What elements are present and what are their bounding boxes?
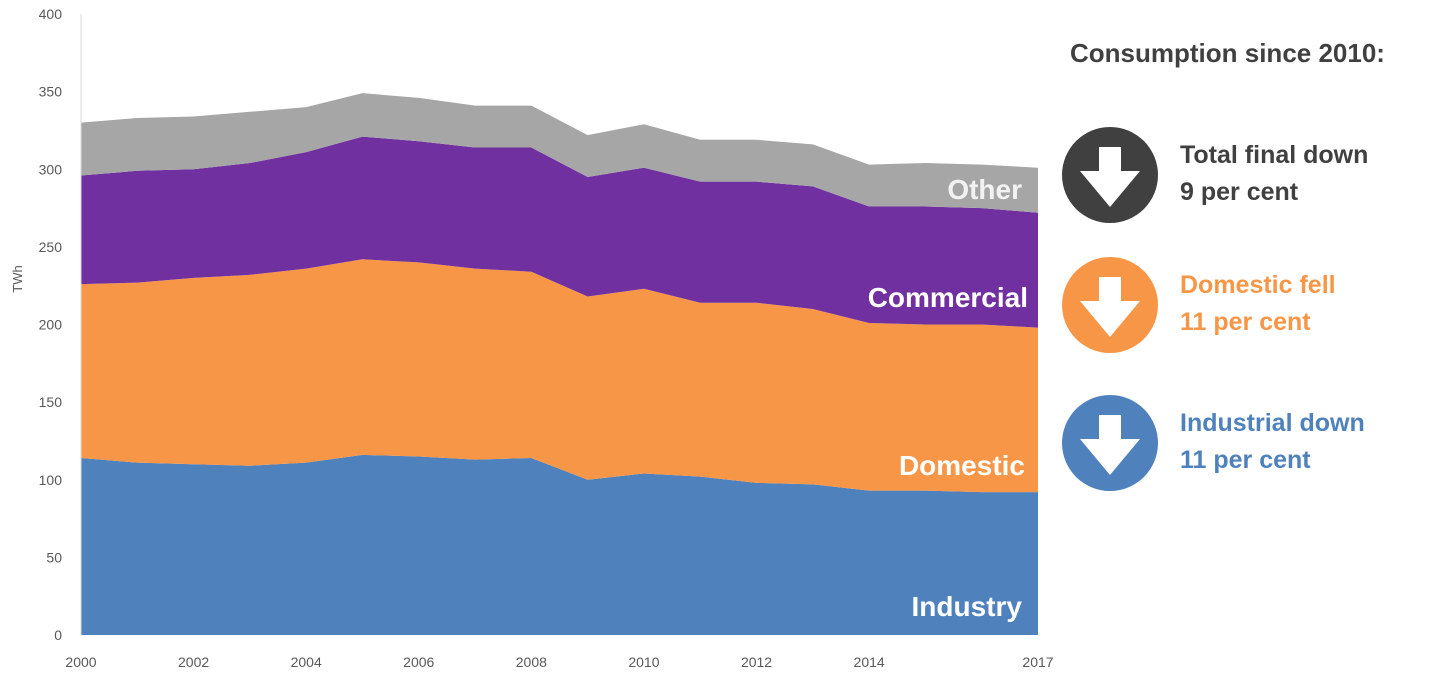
area-domestic: [81, 259, 1038, 493]
x-tick-label: 2010: [628, 654, 659, 670]
total-circle: [1062, 127, 1158, 223]
callout-domestic-text: Domestic fell 11 per cent: [1180, 267, 1336, 341]
summary-panel: Consumption since 2010: Total final down…: [1062, 0, 1439, 684]
panel-title: Consumption since 2010:: [1070, 38, 1385, 68]
x-tick-label: 2014: [854, 654, 885, 670]
callout-total-line2: 9 per cent: [1180, 178, 1299, 206]
y-tick-label: 300: [39, 161, 63, 177]
x-tick-label: 2008: [516, 654, 547, 670]
down-arrow-icon: [1080, 147, 1140, 207]
callout-industrial-line2: 11 per cent: [1180, 446, 1311, 474]
callout-industrial: Industrial down 11 per cent: [1062, 395, 1439, 495]
callout-industrial-line1: Industrial down: [1180, 409, 1365, 437]
area-layer: [81, 93, 1038, 635]
x-tick-label: 2004: [291, 654, 322, 670]
callout-total: Total final down 9 per cent: [1062, 127, 1439, 227]
area-other: [81, 93, 1038, 213]
callout-domestic-line2: 11 per cent: [1180, 308, 1311, 336]
callout-total-line1: Total final down: [1180, 141, 1369, 169]
area-industry: [81, 454, 1038, 635]
callout-domestic-line1: Domestic fell: [1180, 271, 1336, 299]
y-tick-label: 50: [46, 549, 62, 565]
area-label-commercial: Commercial: [868, 282, 1028, 313]
y-tick-label: 200: [39, 317, 63, 333]
x-ticks: 2000 2002 2004 2006 2008 2010 2012 2014 2017: [65, 654, 1053, 670]
y-tick-label: 0: [54, 627, 62, 643]
y-axis-label: TWh: [10, 265, 25, 292]
down-arrow-icon: [1080, 415, 1140, 475]
area-label-domestic: Domestic: [899, 450, 1025, 481]
y-tick-label: 350: [39, 84, 63, 100]
callout-domestic: Domestic fell 11 per cent: [1062, 257, 1439, 357]
y-tick-label: 100: [39, 472, 63, 488]
industrial-circle: [1062, 395, 1158, 491]
x-tick-label: 2006: [403, 654, 434, 670]
callout-industrial-text: Industrial down 11 per cent: [1180, 405, 1365, 479]
area-label-industry: Industry: [912, 591, 1023, 622]
x-tick-label: 2002: [178, 654, 209, 670]
y-tick-label: 150: [39, 394, 63, 410]
x-tick-label: 2000: [65, 654, 96, 670]
callout-total-text: Total final down 9 per cent: [1180, 137, 1368, 211]
area-label-other: Other: [947, 174, 1022, 205]
y-tick-label: 250: [39, 239, 63, 255]
area-labels: Other Commercial Domestic Industry: [868, 174, 1028, 622]
x-tick-label: 2012: [741, 654, 772, 670]
domestic-circle: [1062, 257, 1158, 353]
area-commercial: [81, 136, 1038, 328]
y-ticks: 0 50 100 150 200 250 300 350 400: [39, 6, 63, 643]
down-arrow-icon: [1080, 277, 1140, 337]
y-tick-label: 400: [39, 6, 63, 22]
x-tick-label: 2017: [1022, 654, 1053, 670]
